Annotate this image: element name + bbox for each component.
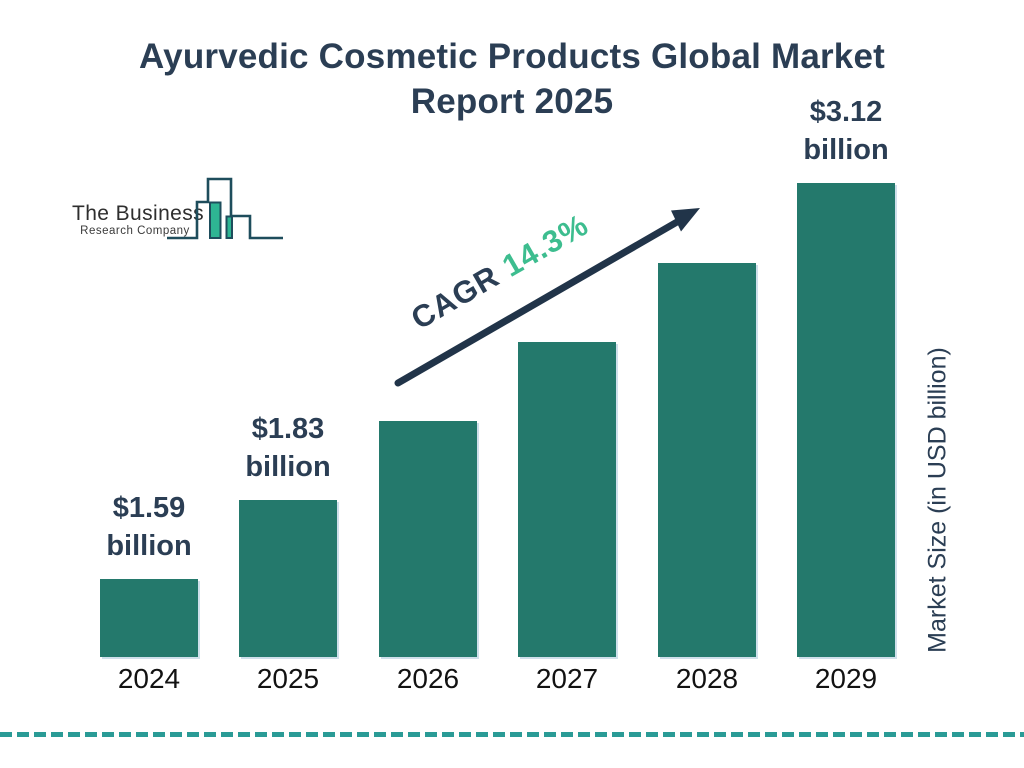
company-name: The Business [72,202,205,225]
x-tick-label-2025: 2025 [256,663,320,694]
footer-dashed-divider [0,732,1024,737]
company-logo: The Business Research Company [70,170,285,248]
cagr-value: 14.3% [496,206,595,284]
company-subname: Research Company [80,225,190,237]
bar-2028 [658,263,756,657]
company-logo-text: The Business Research Company [72,202,205,238]
page-title-line1: Ayurvedic Cosmetic Products Global Marke… [138,37,885,76]
x-tick-label-2029: 2029 [814,663,878,694]
bar-value-label-2025: $1.83 billion [245,413,331,483]
bar-2026 [379,421,477,657]
bar-value-label-2024: $1.59 billion [106,492,192,562]
page-title: Ayurvedic Cosmetic Products Global Marke… [0,34,1024,124]
y-axis-label: Market Size (in USD billion) [923,347,952,653]
cagr-label: CAGR [405,258,506,337]
bar-2025 [239,500,337,657]
x-tick-label-2026: 2026 [396,663,460,694]
cagr-annotation: CAGR14.3% [370,186,630,357]
logo-bar-chart-icon [167,177,283,240]
bar-2027 [518,342,616,657]
page-title-line2: Report 2025 [410,82,614,121]
x-tick-label-2028: 2028 [675,663,739,694]
bar-value-label-2029: $3.12 billion [803,96,889,166]
x-tick-label-2027: 2027 [535,663,599,694]
bar-2029 [797,183,895,657]
x-tick-label-2024: 2024 [117,663,181,694]
bar-2024 [100,579,198,657]
